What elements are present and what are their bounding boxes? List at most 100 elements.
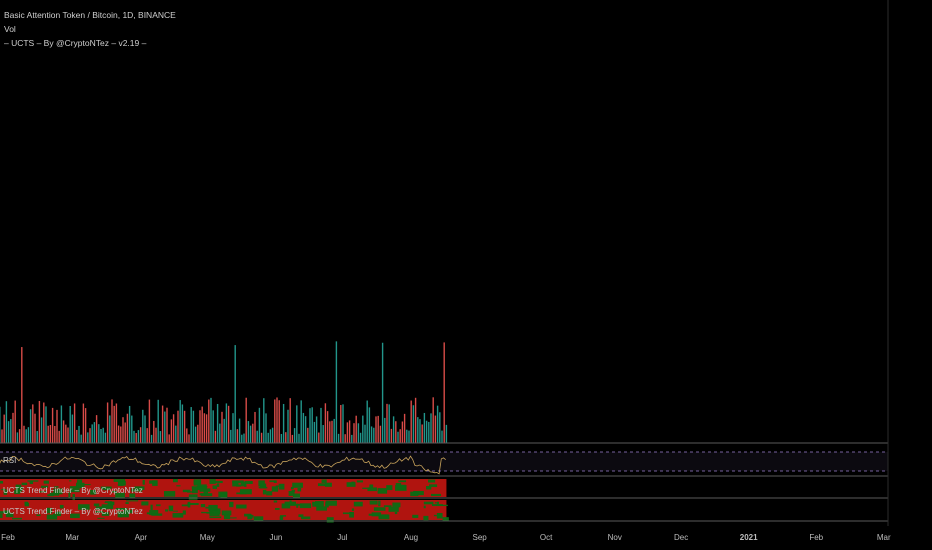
- trend-finder-segment: [18, 486, 23, 491]
- trend-finder-segment: [134, 486, 145, 490]
- volume-bar: [208, 399, 210, 443]
- volume-bar: [210, 397, 212, 443]
- time-tick-label: Jul: [337, 533, 347, 542]
- volume-bar: [172, 414, 175, 443]
- volume-bar: [16, 432, 19, 443]
- volume-bar: [214, 430, 217, 443]
- trend-finder-segment: [293, 493, 300, 498]
- volume-bar: [252, 423, 254, 443]
- trend-finder-segment: [290, 503, 302, 506]
- trend-finder-segment: [95, 510, 104, 513]
- trend-finder-segment: [351, 508, 355, 511]
- trend-finder-segment: [324, 482, 332, 487]
- trend-finder-label-2[interactable]: UCTS Trend Finder – By @CryptoNTez: [3, 507, 143, 516]
- rsi-label[interactable]: RSI: [3, 456, 17, 465]
- trend-finder-segment: [258, 486, 268, 489]
- volume-bar: [190, 407, 192, 443]
- volume-bar: [364, 424, 366, 443]
- trend-finder-segment: [388, 506, 399, 512]
- volume-bar: [287, 409, 289, 443]
- volume-bar: [106, 402, 109, 443]
- rsi-line: [0, 455, 446, 475]
- trend-finder-segment: [124, 509, 133, 514]
- volume-bar: [29, 409, 32, 443]
- volume-bar: [54, 425, 56, 443]
- volume-bar: [357, 423, 360, 443]
- time-tick-label: Feb: [809, 533, 823, 542]
- trend-finder-segment: [280, 515, 287, 517]
- volume-bar: [225, 403, 228, 443]
- trend-finder-segment: [168, 505, 174, 512]
- trend-finder-segment: [101, 504, 114, 509]
- volume-bar: [276, 397, 278, 443]
- trend-finder-segment: [423, 501, 434, 505]
- volume-bar: [186, 428, 188, 443]
- volume-bar: [414, 397, 417, 443]
- trend-finder-segment: [229, 501, 234, 508]
- trend-finder-segment: [104, 501, 115, 503]
- volume-bar: [67, 427, 69, 443]
- volume-bar: [291, 434, 294, 443]
- trend-finder-segment: [281, 503, 291, 509]
- volume-bar: [300, 400, 302, 443]
- trend-finder-segment: [107, 501, 115, 506]
- volume-bar: [71, 414, 74, 443]
- trend-finder-segment: [0, 512, 4, 514]
- volume-bar: [388, 404, 390, 443]
- time-tick-label: Jun: [269, 533, 282, 542]
- trend-finder-segment: [284, 501, 296, 506]
- trend-finder-segment: [410, 491, 419, 497]
- trend-finder-segment: [83, 484, 91, 486]
- volume-bar: [177, 410, 179, 443]
- time-axis[interactable]: Feb Mar Apr May Jun Jul Aug Sep Oct Nov Dec 2021 Feb…: [1, 533, 891, 542]
- trend-finder-segment: [0, 513, 3, 519]
- trend-finder-segment: [46, 514, 58, 520]
- volume-bar: [84, 408, 87, 443]
- volume-legend[interactable]: Vol: [4, 24, 16, 34]
- trend-finder-segment: [216, 483, 220, 487]
- trend-finder-segment: [187, 491, 197, 493]
- indicator-legend[interactable]: – UCTS – By @CryptoNTez – v2.19 –: [4, 38, 147, 48]
- volume-bar: [278, 400, 280, 443]
- trend-finder-segment: [221, 510, 232, 516]
- trend-finder-segment: [196, 486, 208, 488]
- trend-finder-segment: [117, 481, 126, 486]
- trend-finder-segment: [12, 517, 22, 520]
- trend-finder-segment: [188, 494, 198, 500]
- trend-finder-segment: [244, 513, 252, 517]
- volume-bar: [247, 421, 250, 443]
- volume-bar: [243, 433, 245, 443]
- trend-finder-segment: [0, 511, 6, 514]
- volume-bar: [51, 407, 54, 443]
- trend-finder-segment: [41, 485, 49, 488]
- symbol-title[interactable]: Basic Attention Token / Bitcoin, 1D, BIN…: [4, 10, 176, 20]
- volume-bar: [445, 424, 448, 443]
- trend-finder-segment: [112, 490, 117, 493]
- trend-finder-segment: [181, 504, 190, 507]
- volume-bar: [258, 407, 261, 443]
- trend-finder-segment: [392, 502, 401, 508]
- trend-finder-segment: [54, 486, 59, 488]
- trend-finder-segment: [349, 511, 355, 518]
- trend-finder-segment: [49, 493, 60, 496]
- volume-bar: [346, 422, 349, 443]
- trend-finder-segment: [436, 504, 448, 507]
- volume-bar: [282, 403, 285, 443]
- trend-finder-segment: [69, 480, 72, 482]
- trend-finder-segment: [203, 491, 209, 494]
- trend-finder-segment: [296, 503, 299, 508]
- volume-bar: [421, 424, 423, 443]
- volume-bar: [113, 405, 115, 443]
- volume-bar: [335, 341, 338, 443]
- trend-finder-segment: [101, 512, 110, 516]
- volume-bar: [322, 425, 324, 443]
- trend-finder-label-1[interactable]: UCTS Trend Finder – By @CryptoNTez: [3, 486, 143, 495]
- trend-finder-segment: [149, 510, 159, 516]
- volume-bar: [194, 426, 197, 443]
- trend-finder-segment: [208, 504, 218, 511]
- volume-bar: [223, 418, 225, 443]
- volume-bar: [58, 430, 60, 443]
- volume-bar: [137, 430, 140, 443]
- rsi-band-fill: [0, 452, 888, 471]
